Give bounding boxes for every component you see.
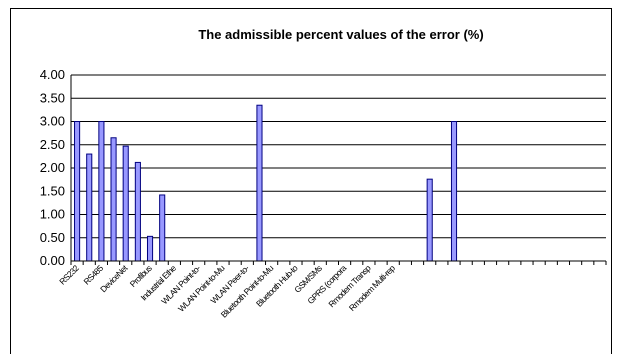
bar xyxy=(134,161,141,262)
chart-title: The admissible percent values of the err… xyxy=(198,27,483,42)
bars xyxy=(74,104,458,262)
chart-frame: The admissible percent values of the err… xyxy=(10,8,612,354)
bar xyxy=(146,235,154,262)
y-tick-label: 0.00 xyxy=(40,253,65,268)
bar xyxy=(110,137,117,262)
y-axis: 0.00 0.50 1.00 1.50 2.00 2.50 3.00 3.50 4.00 xyxy=(40,67,72,268)
bar xyxy=(86,153,93,262)
y-tick-label: 2.50 xyxy=(40,137,65,152)
y-tick-label: 3.50 xyxy=(40,90,65,105)
bar xyxy=(159,194,166,262)
bar xyxy=(98,121,105,262)
bar xyxy=(426,178,433,262)
bar xyxy=(256,104,263,262)
bar xyxy=(450,121,458,262)
bar-chart: The admissible percent values of the err… xyxy=(40,27,607,320)
y-tick-label: 0.50 xyxy=(40,230,65,245)
gridlines xyxy=(71,74,606,262)
y-tick-label: 3.00 xyxy=(40,114,65,129)
bar xyxy=(122,145,129,262)
y-tick-label: 1.50 xyxy=(40,183,65,198)
y-tick-label: 4.00 xyxy=(40,67,65,82)
bar xyxy=(74,121,81,262)
x-tick-label: DeviceNet xyxy=(98,262,130,294)
y-tick-label: 2.00 xyxy=(40,160,65,175)
y-tick-label: 1.00 xyxy=(40,207,65,222)
